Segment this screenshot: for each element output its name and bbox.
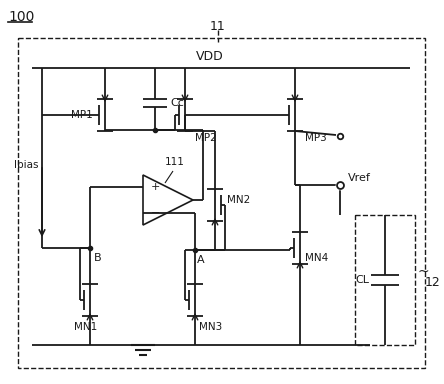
Text: 111: 111 xyxy=(165,157,185,167)
Text: MN2: MN2 xyxy=(227,195,250,205)
Text: B: B xyxy=(94,253,102,263)
Text: MN4: MN4 xyxy=(305,253,328,263)
Text: 100: 100 xyxy=(8,10,34,24)
Text: CL: CL xyxy=(355,275,369,285)
Text: MP3: MP3 xyxy=(305,133,327,143)
Text: +: + xyxy=(151,182,160,192)
Text: Vref: Vref xyxy=(348,173,371,183)
Text: Ibias: Ibias xyxy=(13,160,38,170)
Text: Cc: Cc xyxy=(170,98,184,108)
Text: 12: 12 xyxy=(425,275,441,288)
Text: ~: ~ xyxy=(417,265,428,279)
Text: −: − xyxy=(151,208,160,218)
Text: MN1: MN1 xyxy=(75,322,98,332)
Text: MN3: MN3 xyxy=(199,322,222,332)
Text: VDD: VDD xyxy=(196,50,224,63)
Text: MP1: MP1 xyxy=(71,110,93,120)
Text: A: A xyxy=(197,255,205,265)
Text: 11: 11 xyxy=(210,20,226,33)
Text: MP2: MP2 xyxy=(195,133,217,143)
